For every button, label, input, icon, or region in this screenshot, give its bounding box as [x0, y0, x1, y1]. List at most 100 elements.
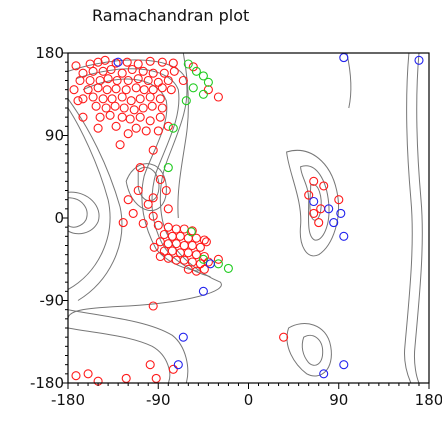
- red-point: [213, 92, 223, 102]
- red-point: [143, 75, 153, 86]
- red-point: [110, 101, 120, 111]
- red-point: [157, 57, 167, 67]
- red-point: [179, 240, 189, 251]
- red-point: [135, 94, 145, 104]
- red-point: [163, 121, 173, 131]
- red-point: [187, 226, 197, 236]
- red-point: [148, 211, 158, 221]
- blue-point: [309, 196, 319, 207]
- red-point: [95, 112, 105, 122]
- red-point: [147, 101, 157, 111]
- contour-line: [67, 197, 88, 228]
- red-point: [195, 242, 205, 252]
- red-point: [93, 83, 103, 93]
- red-point: [138, 103, 148, 113]
- red-point: [153, 77, 163, 87]
- red-point: [133, 185, 143, 196]
- red-point: [117, 92, 127, 102]
- red-point: [93, 57, 103, 67]
- contour-line: [82, 78, 199, 272]
- red-point: [123, 75, 133, 86]
- contour-line: [67, 107, 111, 290]
- green-point: [198, 254, 208, 264]
- red-point: [187, 240, 197, 251]
- contour-line: [67, 98, 123, 301]
- contour-line: [67, 309, 189, 384]
- red-point: [93, 123, 103, 133]
- red-point: [145, 56, 155, 66]
- red-point: [279, 332, 289, 342]
- red-point: [334, 195, 344, 205]
- y-tick-label: 180: [35, 44, 64, 62]
- red-point: [105, 110, 115, 120]
- red-point: [319, 181, 329, 191]
- red-point: [203, 257, 213, 267]
- red-point: [171, 224, 181, 234]
- red-point: [143, 199, 153, 209]
- red-point: [127, 64, 137, 75]
- blue-point: [324, 204, 334, 214]
- green-point: [203, 77, 213, 87]
- red-point: [106, 64, 116, 75]
- blue-point: [198, 286, 208, 296]
- blue-point: [205, 259, 215, 269]
- red-point: [126, 96, 136, 106]
- red-point: [199, 235, 209, 245]
- green-point: [163, 163, 173, 173]
- red-point: [133, 74, 143, 84]
- x-tick-label: 0: [244, 391, 254, 409]
- red-point: [125, 114, 135, 124]
- red-point: [155, 251, 165, 262]
- red-point: [163, 222, 173, 232]
- red-point: [201, 237, 211, 247]
- data-points: [69, 53, 424, 386]
- red-point: [78, 112, 88, 122]
- red-point: [148, 68, 158, 78]
- red-point: [83, 85, 93, 95]
- red-point: [157, 103, 167, 113]
- blue-point: [336, 208, 346, 218]
- red-point: [100, 55, 110, 65]
- red-point: [145, 116, 155, 126]
- green-point: [181, 96, 191, 106]
- red-point: [138, 66, 148, 76]
- red-point: [148, 145, 158, 155]
- red-point: [153, 220, 163, 230]
- red-point: [111, 121, 121, 131]
- red-point: [131, 83, 141, 93]
- red-point: [122, 57, 132, 67]
- red-point: [169, 66, 179, 76]
- red-point: [163, 75, 173, 86]
- red-point: [139, 85, 149, 95]
- contour-line: [67, 191, 100, 235]
- red-point: [199, 264, 209, 274]
- red-point: [111, 84, 121, 94]
- red-point: [117, 112, 127, 122]
- red-point: [107, 94, 117, 104]
- red-point: [191, 250, 201, 260]
- red-point: [85, 75, 95, 86]
- red-point: [103, 74, 113, 84]
- red-point: [75, 75, 85, 86]
- red-point: [175, 248, 185, 258]
- blue-point: [178, 332, 188, 342]
- red-point: [145, 92, 155, 102]
- blue-point: [339, 360, 349, 370]
- red-point: [101, 103, 111, 113]
- red-point: [129, 105, 139, 115]
- green-point: [168, 123, 178, 133]
- red-point: [123, 129, 133, 139]
- red-point: [203, 85, 213, 95]
- red-point: [88, 66, 98, 76]
- red-point: [128, 208, 138, 218]
- y-tick-label: -180: [30, 374, 64, 392]
- red-point: [118, 218, 128, 228]
- red-point: [309, 208, 319, 218]
- blue-point: [329, 218, 339, 228]
- red-point: [133, 59, 143, 69]
- x-tick-label: 180: [415, 391, 442, 409]
- chart-title: Ramachandran plot: [92, 6, 250, 25]
- red-point: [178, 75, 188, 86]
- blue-point: [339, 53, 349, 63]
